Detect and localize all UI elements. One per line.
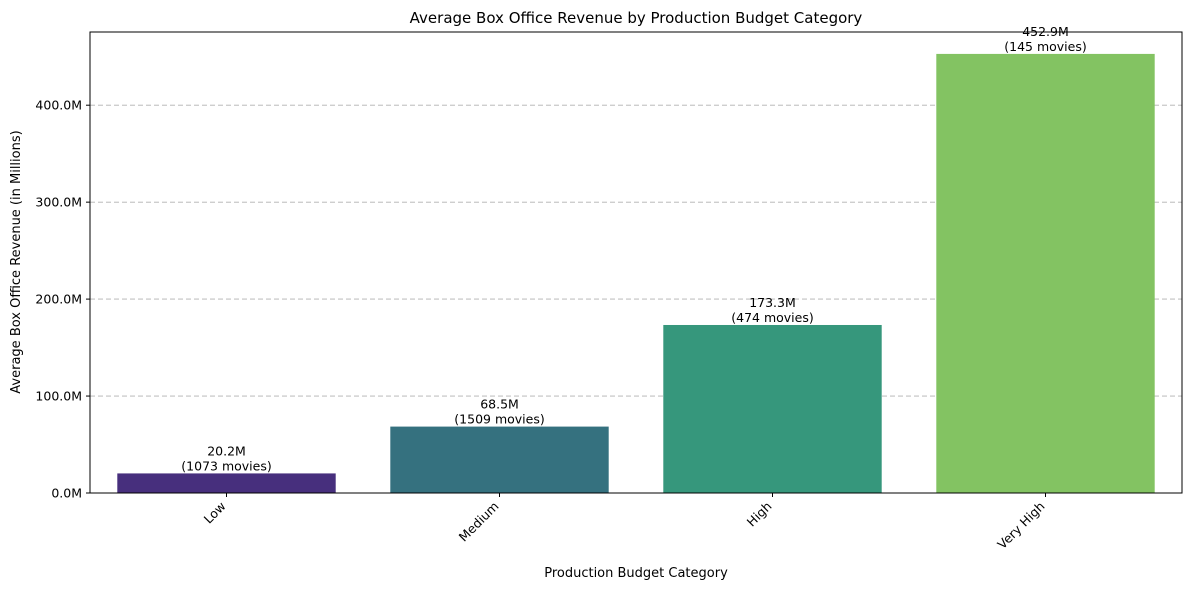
x-tick-label: Very High: [994, 499, 1047, 552]
bar-low: [117, 473, 336, 493]
y-tick-label: 300.0M: [35, 195, 82, 210]
x-axis-ticks: Low Medium High Very High: [201, 493, 1048, 552]
y-tick-label: 0.0M: [51, 486, 82, 501]
bar-labels: 20.2M(1073 movies) 68.5M(1509 movies) 173.…: [181, 24, 1086, 474]
bars: [117, 53, 1155, 494]
y-tick-label: 100.0M: [35, 389, 82, 404]
bar-value-label: 173.3M: [749, 295, 796, 310]
bar-count-label: (1509 movies): [454, 412, 544, 427]
y-axis-label: Average Box Office Revenue (in Millions): [9, 130, 24, 393]
y-axis-ticks: 0.0M 100.0M 200.0M 300.0M 400.0M: [35, 98, 90, 501]
y-tick-label: 400.0M: [35, 98, 82, 113]
x-tick-label: Medium: [456, 499, 502, 545]
grid-lines: [90, 104, 1182, 397]
y-tick-label: 200.0M: [35, 292, 82, 307]
bar-value-label: 68.5M: [480, 397, 519, 412]
x-axis-label: Production Budget Category: [544, 566, 728, 581]
bar-count-label: (474 movies): [731, 310, 813, 325]
bar-value-label: 452.9M: [1022, 24, 1069, 39]
chart-title: Average Box Office Revenue by Production…: [410, 9, 863, 27]
x-tick-label: Low: [201, 499, 229, 527]
plot-frame: [89, 31, 1183, 494]
x-tick-label: High: [744, 499, 775, 530]
bar-value-label: 20.2M: [207, 443, 246, 458]
bar-count-label: (1073 movies): [181, 458, 271, 473]
bar-count-label: (145 movies): [1004, 39, 1086, 54]
bar-medium: [390, 426, 609, 493]
bar-high: [663, 324, 882, 493]
bar-very-high: [936, 53, 1155, 494]
